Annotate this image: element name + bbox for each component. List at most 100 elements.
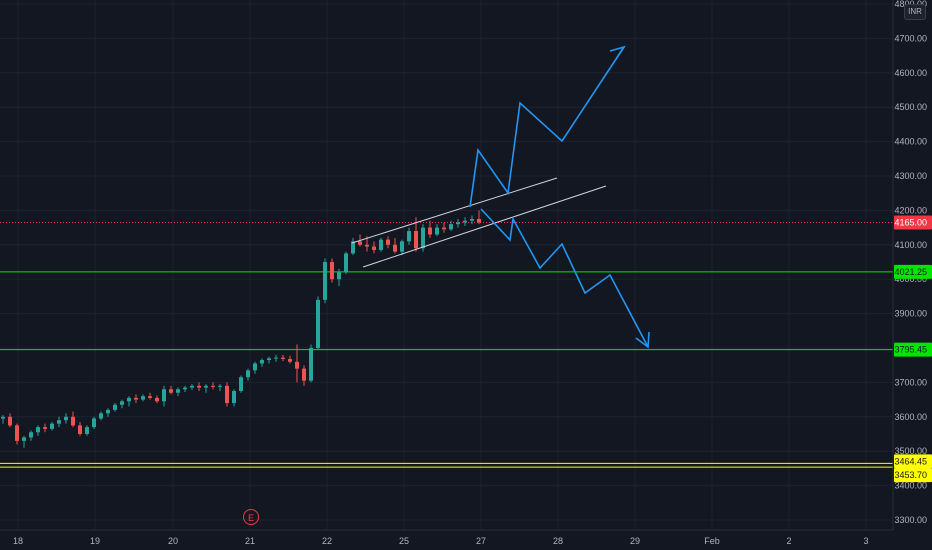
time-tick-label: Feb (704, 536, 720, 546)
candle-body (281, 357, 285, 360)
price-tick-label: 4500.00 (894, 102, 927, 112)
time-tick-label: 22 (322, 536, 332, 546)
candle-body (43, 427, 47, 429)
candle-body (92, 418, 96, 428)
price-badge-green (894, 342, 932, 357)
candle-body (337, 272, 341, 280)
candle-body (57, 420, 61, 424)
candle-body (323, 262, 327, 300)
time-tick-label: 25 (399, 536, 409, 546)
candle-body (358, 241, 362, 245)
support-resistance-lines[interactable] (0, 221, 893, 468)
candle-body (120, 401, 124, 405)
candle-body (330, 262, 334, 280)
price-tick-label: 3600.00 (894, 412, 927, 422)
candle-body (232, 391, 236, 404)
price-badge-label: 3453.70 (894, 470, 927, 480)
candle-body (15, 425, 19, 441)
candle-body (113, 404, 117, 410)
earnings-event-icon[interactable]: E (243, 509, 259, 525)
channel-lower-line[interactable] (362, 185, 607, 268)
candle-body (316, 299, 320, 348)
price-tick-label: 3700.00 (894, 377, 927, 387)
candle-body (414, 231, 418, 249)
candle-body (22, 437, 26, 441)
price-badge-label: 4165.00 (894, 217, 927, 227)
price-tick-label: 4100.00 (894, 240, 927, 250)
candle-body (372, 246, 376, 250)
candle-body (302, 368, 306, 381)
candle-body (379, 239, 383, 250)
candle-body (1, 416, 5, 419)
channel-upper-line[interactable] (351, 177, 558, 244)
candle-body (477, 219, 481, 223)
candle-body (351, 241, 355, 254)
time-tick-label: 21 (245, 536, 255, 546)
candle-body (470, 219, 474, 221)
candle-body (8, 416, 12, 426)
candle-body (169, 389, 173, 393)
candle-body (239, 377, 243, 391)
price-tick-label: 4400.00 (894, 137, 927, 147)
candle-body (106, 409, 110, 414)
time-tick-label: 20 (168, 536, 178, 546)
candle-body (71, 416, 75, 426)
price-badge-label: 3795.45 (894, 345, 927, 355)
price-tick-label: 3300.00 (894, 515, 927, 525)
candle-body (183, 387, 187, 390)
candle-body (162, 389, 166, 402)
candle-body (155, 397, 159, 402)
candle-body (463, 220, 467, 223)
candle-body (134, 397, 138, 400)
candle-body (141, 396, 145, 400)
currency-label[interactable]: INR (904, 4, 926, 20)
candle-body (29, 432, 33, 438)
candle-body (442, 227, 446, 230)
candle-body (428, 227, 432, 235)
candle-body (435, 227, 439, 235)
price-tick-label: 4200.00 (894, 205, 927, 215)
price-tick-label: 4000.00 (894, 274, 927, 284)
time-tick-label: 19 (90, 536, 100, 546)
price-badges: 4165.00 4021.25 3795.45 3464.45 3453.70 (894, 215, 932, 483)
candle-body (211, 385, 215, 387)
candle-body (295, 361, 299, 369)
time-tick-label: 2 (786, 536, 791, 546)
candle-body (393, 244, 397, 252)
candle-body (267, 358, 271, 361)
candle-body (365, 244, 369, 247)
time-tick-label: 3 (863, 536, 868, 546)
bearish-arrow-head-icon (635, 331, 650, 349)
candle-body (197, 385, 201, 388)
candle-body (274, 357, 278, 359)
candle-body (78, 425, 82, 434)
candle-body (50, 423, 54, 429)
user-drawings[interactable] (351, 45, 650, 349)
candle-body (407, 231, 411, 242)
candle-body (218, 385, 222, 387)
price-tick-label: 4300.00 (894, 171, 927, 181)
price-badge-label: 4021.25 (894, 267, 927, 277)
bearish-projection-path[interactable] (480, 208, 649, 348)
price-tick-label: 4700.00 (894, 33, 927, 43)
time-tick-label: 27 (476, 536, 486, 546)
price-tick-label: 3400.00 (894, 481, 927, 491)
price-tick-label: 3500.00 (894, 446, 927, 456)
price-badge-yellow (894, 468, 932, 483)
candle-body (225, 385, 229, 404)
time-axis[interactable]: 18 19 20 21 22 25 27 28 29 Feb 2 3 (13, 536, 869, 546)
candle-body (260, 360, 264, 364)
bullish-arrow-head-icon (609, 45, 626, 60)
candle-body (253, 363, 257, 371)
candle-body (85, 427, 89, 434)
price-axis[interactable]: 4800.004700.004600.004500.004400.004300.… (894, 0, 927, 525)
price-badge-current (894, 215, 932, 230)
candle-body (456, 222, 460, 225)
candle-body (99, 413, 103, 419)
bullish-projection-path[interactable] (469, 46, 625, 208)
candle-body (288, 359, 292, 362)
price-badge-green (894, 264, 932, 279)
time-tick-label: 28 (553, 536, 563, 546)
price-badge-yellow (894, 454, 932, 469)
